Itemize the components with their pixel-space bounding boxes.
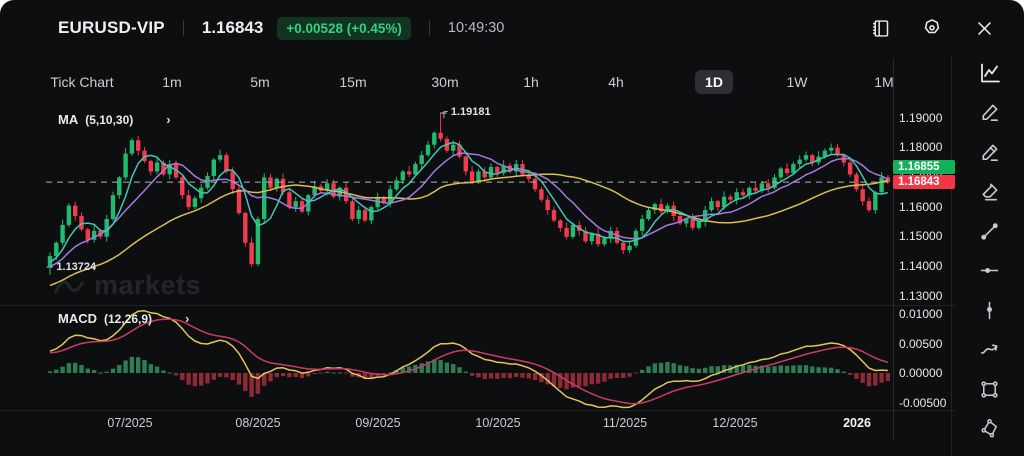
tab-1d-active[interactable]: 1D bbox=[695, 70, 733, 94]
price-axis-1p13: 1.13000 bbox=[899, 289, 943, 303]
rectangle-icon bbox=[981, 380, 998, 398]
macd-legend: MACD (12,26,9) › bbox=[58, 311, 189, 326]
timeframe-tab-bar: Tick Chart 1m 5m 15m 30m 1h 4h 1D 1W 1M bbox=[0, 62, 955, 100]
eraser-icon bbox=[982, 183, 998, 201]
tab-1w[interactable]: 1W bbox=[786, 74, 808, 90]
server-time: 10:49:30 bbox=[447, 20, 505, 36]
rectangle-tool-button[interactable] bbox=[973, 372, 1007, 406]
polygon-tool-button[interactable] bbox=[973, 412, 1007, 446]
wave-arrow-icon bbox=[981, 344, 998, 354]
month-label-11-2025: 11/2025 bbox=[602, 416, 648, 430]
close-icon bbox=[977, 21, 991, 35]
broker-logo-icon bbox=[53, 280, 85, 294]
close-button[interactable] bbox=[972, 16, 996, 40]
tab-5m[interactable]: 5m bbox=[250, 74, 270, 90]
pencil-icon bbox=[982, 104, 998, 121]
tab-tick-chart[interactable]: Tick Chart bbox=[50, 74, 114, 90]
header-bar: EURUSD-VIP 1.16843 +0.00528 (+0.45%) 10:… bbox=[0, 0, 1024, 56]
journal-icon bbox=[872, 19, 888, 37]
high-price-marker: ┌ 1.19181 bbox=[440, 106, 491, 118]
macd-axis-0: 0.00000 bbox=[899, 366, 943, 380]
macd-axis-0p01: 0.01000 bbox=[899, 307, 943, 321]
tab-4h[interactable]: 4h bbox=[608, 74, 624, 90]
ma-legend-expand-chevron[interactable]: › bbox=[166, 112, 171, 127]
price-axis-1p16: 1.16000 bbox=[899, 200, 943, 214]
marker-pen-icon bbox=[982, 143, 998, 161]
low-price-marker: -- 1.13724 bbox=[46, 261, 96, 273]
macd-legend-expand-chevron[interactable]: › bbox=[185, 311, 190, 326]
high-marker-value: 1.19181 bbox=[450, 106, 491, 118]
trend-line-tool-button[interactable] bbox=[973, 214, 1007, 248]
low-marker-tick: -- bbox=[46, 261, 54, 273]
month-label-09-2025: 09/2025 bbox=[355, 416, 401, 430]
marker-pen-tool-button[interactable] bbox=[973, 135, 1007, 169]
price-axis-1p18: 1.18000 bbox=[899, 140, 943, 154]
tab-30m[interactable]: 30m bbox=[431, 74, 459, 90]
macd-axis-0p005: 0.00500 bbox=[899, 337, 943, 351]
high-marker-tick: ┌ bbox=[440, 106, 448, 118]
tab-15m[interactable]: 15m bbox=[339, 74, 367, 90]
horizontal-line-icon bbox=[980, 268, 999, 273]
drawing-toolbar bbox=[955, 56, 1024, 456]
price-axis-1p15: 1.15000 bbox=[899, 229, 943, 243]
watermark-text: markets bbox=[94, 270, 202, 300]
header-divider bbox=[428, 20, 430, 36]
ma-legend-params: (5,10,30) bbox=[85, 112, 134, 127]
trend-line-icon bbox=[981, 222, 998, 240]
ma-legend: MA (5,10,30) › bbox=[58, 112, 171, 127]
vertical-line-tool-button[interactable] bbox=[973, 293, 1007, 327]
month-label-08-2025: 08/2025 bbox=[235, 416, 281, 430]
month-label-12-2025: 12/2025 bbox=[712, 416, 758, 430]
macd-legend-params: (12,26,9) bbox=[104, 311, 153, 326]
last-price: 1.16843 bbox=[201, 18, 264, 37]
broker-watermark: markets bbox=[52, 270, 201, 301]
line-chart-icon bbox=[980, 63, 1000, 83]
vertical-line-icon bbox=[987, 301, 992, 319]
horizontal-line-tool-button[interactable] bbox=[973, 254, 1007, 288]
settings-button[interactable] bbox=[920, 16, 944, 40]
month-label-07-2025: 07/2025 bbox=[107, 416, 153, 430]
symbol-title: EURUSD-VIP bbox=[58, 18, 165, 37]
macd-axis-neg0p005: -0.00500 bbox=[899, 396, 947, 410]
price-change-badge: +0.00528 (+0.45%) bbox=[277, 16, 411, 40]
ma-legend-name: MA bbox=[58, 112, 79, 127]
draw-pencil-tool-button[interactable] bbox=[973, 96, 1007, 130]
low-marker-value: 1.13724 bbox=[56, 261, 97, 273]
polygon-icon bbox=[981, 419, 998, 438]
chart-type-tool-button[interactable] bbox=[973, 56, 1007, 90]
tab-1h[interactable]: 1h bbox=[523, 74, 539, 90]
month-label-10-2025: 10/2025 bbox=[475, 416, 521, 430]
ask-price-badge: 1.16855 bbox=[893, 160, 955, 174]
price-axis-1p19: 1.19000 bbox=[899, 111, 943, 125]
tab-1m[interactable]: 1m bbox=[162, 74, 182, 90]
price-axis-1p14: 1.14000 bbox=[899, 259, 943, 273]
macd-legend-name: MACD bbox=[58, 311, 97, 326]
gear-icon bbox=[924, 19, 940, 34]
eraser-tool-button[interactable] bbox=[973, 175, 1007, 209]
wave-arrow-tool-button[interactable] bbox=[973, 333, 1007, 367]
header-actions bbox=[868, 0, 996, 56]
journal-button[interactable] bbox=[868, 16, 892, 40]
bid-price-badge: 1.16843 bbox=[893, 175, 955, 189]
tab-1m-month[interactable]: 1M bbox=[874, 74, 894, 90]
header-divider bbox=[182, 20, 184, 36]
year-label-2026: 2026 bbox=[843, 416, 871, 430]
